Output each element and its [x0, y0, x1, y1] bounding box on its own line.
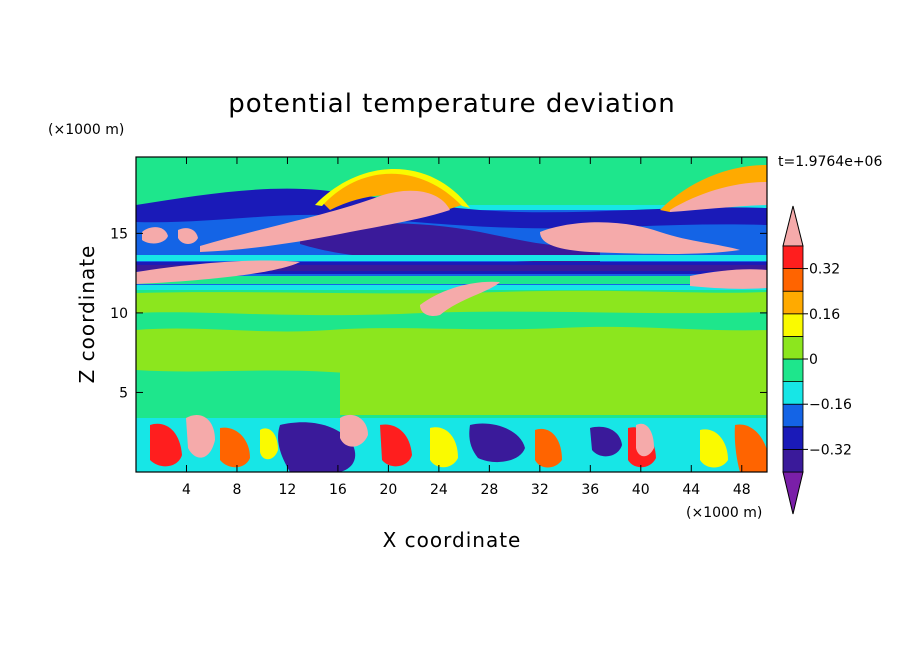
field-plume-pink-left	[200, 190, 450, 252]
y-axis-label: Z coordinate	[75, 245, 99, 384]
time-label: t=1.9764e+06	[778, 154, 882, 170]
x-tick-label: 44	[682, 482, 700, 498]
x-tick-label: 20	[379, 482, 397, 498]
plot-frame	[135, 156, 768, 473]
colorbar-tick-label: −0.32	[809, 442, 852, 458]
colorbar: 0.32 0.16 0 −0.16 −0.32	[782, 205, 852, 515]
y-tick-label: 15	[110, 226, 128, 242]
field-surface-red-2	[380, 424, 412, 467]
x-axis-ticks: 4 8 12 16 20 24 28 32 36 40 44 48	[182, 157, 751, 498]
colorbar-segment	[782, 403, 804, 428]
field-surface-purple-2	[469, 423, 525, 463]
x-tick-label: 8	[232, 482, 241, 498]
x-tick-label: 16	[329, 482, 347, 498]
colorbar-tick-label: −0.16	[809, 397, 852, 413]
x-tick-label: 32	[531, 482, 549, 498]
field-blob-pink-mid	[540, 222, 740, 254]
y-unit-label: (×1000 m)	[48, 122, 124, 138]
colorbar-segment	[782, 448, 804, 473]
colorbar-segment	[782, 358, 804, 383]
heatmap-field	[136, 157, 767, 472]
x-axis-label: X coordinate	[383, 528, 522, 552]
field-band-navy-top	[136, 188, 767, 229]
field-surface-pink-2	[340, 414, 368, 447]
colorbar-segment	[782, 268, 804, 292]
field-band-cyan-thin	[136, 255, 767, 261]
field-surface-pink-3	[636, 423, 654, 457]
x-unit-label: (×1000 m)	[686, 505, 762, 521]
colorbar-segment	[782, 335, 804, 360]
x-tick-label: 40	[632, 482, 650, 498]
x-tick-label: 12	[279, 482, 297, 498]
x-tick-label: 24	[430, 482, 448, 498]
field-surface-pink-1	[186, 414, 215, 458]
x-tick-label: 4	[182, 482, 191, 498]
colorbar-segment	[782, 313, 804, 337]
colorbar-min-triangle	[782, 471, 804, 515]
colorbar-segment	[782, 245, 804, 270]
y-tick-label: 5	[119, 385, 128, 401]
field-plume-pink-right	[670, 182, 767, 212]
colorbar-tick-label: 0.16	[809, 307, 840, 323]
field-band-purple-2	[136, 265, 767, 271]
field-blob-pink-small	[420, 281, 500, 316]
x-tick-label: 28	[480, 482, 498, 498]
field-band-green-thin	[136, 276, 767, 284]
colorbar-tick-label: 0	[809, 352, 818, 368]
field-surface-yellow-2	[430, 427, 458, 468]
field-surface-orange-1	[220, 427, 250, 468]
colorbar-segment	[782, 290, 804, 315]
field-blob-pink-tl	[142, 227, 168, 244]
field-surface-red-1	[150, 423, 182, 467]
field-surface-orange-2	[535, 428, 562, 468]
y-tick-label: 10	[110, 306, 128, 322]
field-surface-orange-3	[734, 424, 767, 472]
field-plume-orange-right	[660, 165, 767, 212]
colorbar-max-triangle	[782, 205, 804, 247]
field-blob-pink-tl2	[178, 228, 198, 244]
field-band-pink-right	[690, 269, 767, 289]
field-surface-yellow-3	[700, 429, 728, 468]
colorbar-tick-label: 0.32	[809, 262, 840, 278]
x-tick-label: 36	[581, 482, 599, 498]
field-band-purple-1	[300, 223, 600, 263]
colorbar-segment	[782, 426, 804, 450]
field-lime-low	[340, 354, 767, 415]
chart-title: potential temperature deviation	[228, 89, 675, 119]
field-plume-yellow-left	[315, 169, 470, 208]
y-axis-ticks: 5 10 15	[110, 226, 767, 401]
field-surface-purple-3	[590, 426, 622, 457]
field-surface-purple-1	[278, 422, 356, 472]
colorbar-segment	[782, 381, 804, 405]
field-surface-yellow-1	[260, 428, 278, 460]
x-tick-label: 48	[733, 482, 751, 498]
field-band-pink-low	[136, 260, 300, 284]
